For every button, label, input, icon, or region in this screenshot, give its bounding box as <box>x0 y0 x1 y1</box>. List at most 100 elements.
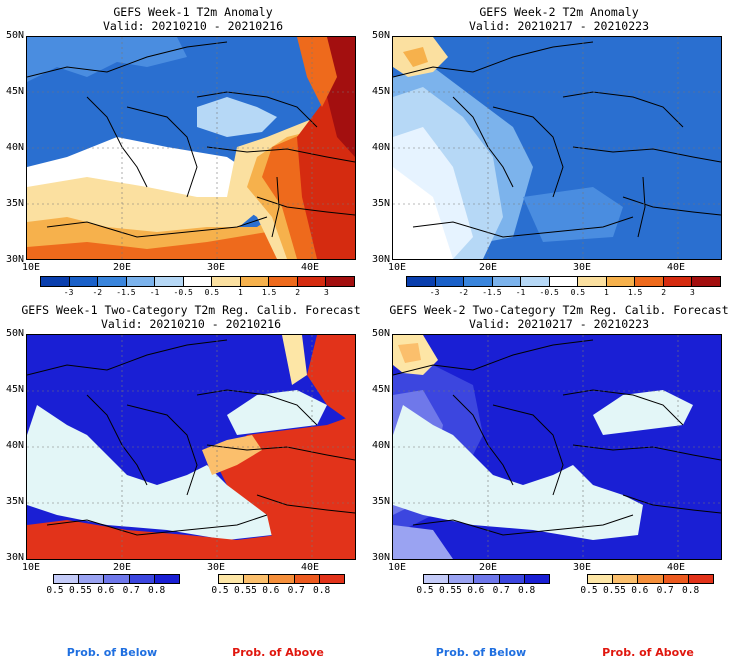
colorbar-box <box>104 575 130 583</box>
title-line-1: GEFS Week-1 Two-Category T2m Reg. Calib.… <box>21 303 361 317</box>
colorbar-tick-label: -1.5 <box>116 288 136 297</box>
title-line-2: Valid: 20210217 - 20210223 <box>468 317 649 331</box>
lat-label: 40N <box>6 142 25 153</box>
map-week2-anomaly <box>392 36 722 260</box>
colorbar-tick-label: 0.6 <box>262 585 280 596</box>
prob-below-caption: Prob. of Below <box>435 646 527 659</box>
colorbar-tick-label: 0.55 <box>438 585 462 596</box>
lat-label: 35N <box>6 198 25 209</box>
colorbar-tick-label: 0.6 <box>97 585 115 596</box>
title-line-1: GEFS Week-2 Two-Category T2m Reg. Calib.… <box>389 303 729 317</box>
colorbar-tick-label: -0.5 <box>539 288 559 297</box>
colorbar-tick-label: 0.8 <box>148 585 166 596</box>
colorbar-box <box>326 277 355 286</box>
colorbar-box <box>297 277 327 286</box>
colorbar-tick-label: 0.8 <box>682 585 700 596</box>
colorbar-box <box>269 575 295 583</box>
panel-title: GEFS Week-1 T2m Anomaly Valid: 20210210 … <box>26 5 360 33</box>
map-week1-prob <box>26 334 356 560</box>
lat-label: 35N <box>372 198 391 209</box>
lon-label: 30E <box>207 262 226 273</box>
colorbar-box <box>435 277 465 286</box>
colorbar-box <box>269 277 298 286</box>
colorbar-box <box>474 575 500 583</box>
colorbar-box <box>635 277 664 286</box>
colorbar-box <box>424 575 450 583</box>
panel-title: GEFS Week-2 Two-Category T2m Reg. Calib.… <box>384 303 734 331</box>
lon-label: 40E <box>667 562 686 573</box>
colorbar-tick-label: -0.5 <box>173 288 193 297</box>
colorbar-tick-label: 0.8 <box>518 585 536 596</box>
below-colorbar <box>53 574 180 584</box>
lon-label: 10E <box>22 562 41 573</box>
colorbar-tick-label: 0.55 <box>68 585 92 596</box>
colorbar-tick-label: -1.5 <box>482 288 502 297</box>
colorbar-tick-label: 0.7 <box>287 585 305 596</box>
colorbar-box <box>155 277 184 286</box>
colorbar-tick-label: 0.5 <box>211 585 229 596</box>
colorbar-box <box>79 575 105 583</box>
colorbar-box <box>126 277 156 286</box>
lat-label: 40N <box>372 440 391 451</box>
colorbar-box <box>41 277 70 286</box>
colorbar-tick-label: 0.55 <box>602 585 626 596</box>
prob-above-caption: Prob. of Above <box>232 646 324 659</box>
colorbar-box <box>219 575 245 583</box>
colorbar-tick-label: 0.5 <box>580 585 598 596</box>
lon-label: 10E <box>388 562 407 573</box>
anomaly-colorbar <box>40 276 355 287</box>
colorbar-box <box>524 575 550 583</box>
lon-label: 20E <box>113 562 132 573</box>
colorbar-tick-label: 1.5 <box>261 288 277 297</box>
colorbar-box <box>578 277 607 286</box>
lon-label: 10E <box>22 262 41 273</box>
colorbar-tick-label: 0.5 <box>570 288 586 297</box>
colorbar-box <box>129 575 155 583</box>
colorbar-tick-label: -1 <box>149 288 160 297</box>
lat-label: 35N <box>372 496 391 507</box>
colorbar-tick-label: 0.55 <box>233 585 257 596</box>
colorbar-box <box>549 277 579 286</box>
title-line-1: GEFS Week-1 T2m Anomaly <box>113 5 273 19</box>
colorbar-box <box>212 277 241 286</box>
colorbar-tick-label: -2 <box>458 288 469 297</box>
colorbar-tick-label: 0.5 <box>416 585 434 596</box>
colorbar-box <box>154 575 180 583</box>
colorbar-tick-label: 0.5 <box>46 585 64 596</box>
colorbar-box <box>492 277 522 286</box>
lat-label: 50N <box>372 30 391 41</box>
colorbar-tick-label: 0.7 <box>656 585 674 596</box>
below-colorbar <box>423 574 550 584</box>
anomaly-colorbar <box>406 276 721 287</box>
lat-label: 35N <box>6 496 25 507</box>
lon-label: 40E <box>301 562 320 573</box>
colorbar-box <box>464 277 493 286</box>
colorbar-tick-label: 2 <box>295 288 301 297</box>
lon-label: 40E <box>667 262 686 273</box>
prob-below-caption: Prob. of Below <box>66 646 158 659</box>
lon-label: 40E <box>301 262 320 273</box>
colorbar-box <box>499 575 525 583</box>
lon-label: 20E <box>479 562 498 573</box>
lat-label: 40N <box>6 440 25 451</box>
lon-label: 20E <box>479 262 498 273</box>
lat-label: 40N <box>372 142 391 153</box>
colorbar-box <box>319 575 345 583</box>
lat-label: 45N <box>6 384 25 395</box>
colorbar-box <box>692 277 721 286</box>
colorbar-box <box>638 575 664 583</box>
lon-label: 10E <box>388 262 407 273</box>
lat-label: 30N <box>6 254 25 265</box>
colorbar-box <box>183 277 213 286</box>
title-line-2: Valid: 20210210 - 20210216 <box>100 317 281 331</box>
above-colorbar <box>218 574 345 584</box>
lat-label: 45N <box>372 86 391 97</box>
lat-label: 45N <box>6 86 25 97</box>
colorbar-tick-label: 0.8 <box>313 585 331 596</box>
above-colorbar <box>587 574 714 584</box>
panel-title: GEFS Week-1 Two-Category T2m Reg. Calib.… <box>16 303 366 331</box>
colorbar-tick-label: 1 <box>604 288 609 297</box>
title-line-1: GEFS Week-2 T2m Anomaly <box>479 5 639 19</box>
lat-label: 50N <box>6 328 25 339</box>
colorbar-tick-label: -2 <box>92 288 103 297</box>
